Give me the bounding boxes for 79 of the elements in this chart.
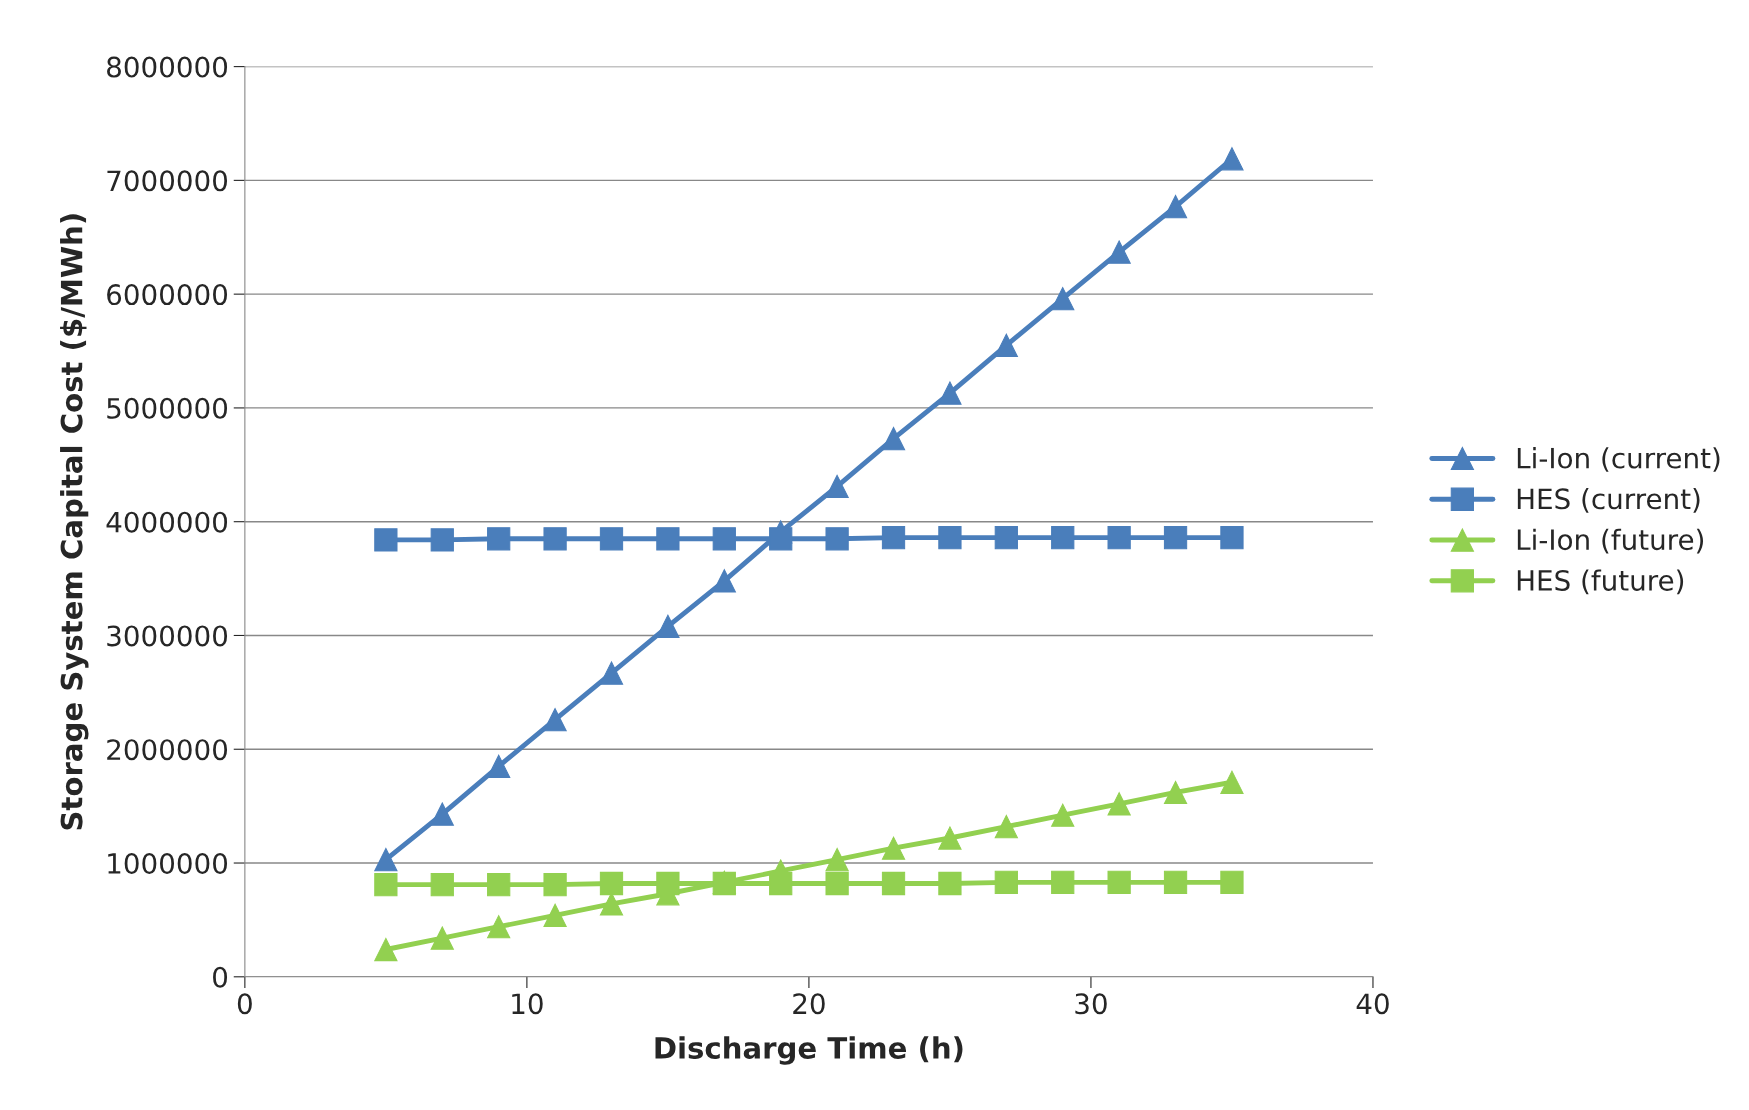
point xyxy=(1051,870,1075,894)
point xyxy=(994,870,1018,894)
y-tick-label: 5000000 xyxy=(107,397,228,419)
point xyxy=(543,708,567,732)
x-axis-title: Discharge Time (h) xyxy=(655,1036,963,1065)
point xyxy=(825,474,849,499)
point xyxy=(1163,780,1188,805)
point xyxy=(769,527,793,551)
point xyxy=(994,526,1018,550)
point xyxy=(1163,526,1188,550)
y-tick-label: 6000000 xyxy=(107,284,228,306)
point xyxy=(938,826,962,850)
point xyxy=(881,836,906,860)
y-tick-label: 7000000 xyxy=(107,170,228,192)
point xyxy=(1220,770,1244,794)
point xyxy=(599,871,624,896)
point xyxy=(825,847,849,872)
x-tick-label: 10 xyxy=(512,993,543,1015)
y-tick-label: 2000000 xyxy=(107,739,228,761)
y-axis-title: Storage System Capital Cost ($/MWh) xyxy=(60,214,89,830)
point xyxy=(881,427,906,451)
point xyxy=(543,873,567,897)
point xyxy=(938,871,962,896)
point xyxy=(938,381,962,405)
point xyxy=(599,892,624,916)
point xyxy=(994,333,1018,357)
point xyxy=(430,873,454,897)
point xyxy=(430,802,454,826)
x-tick-label: 20 xyxy=(793,993,825,1015)
point xyxy=(1051,803,1075,827)
point xyxy=(487,754,511,778)
point xyxy=(1107,792,1131,816)
point xyxy=(881,871,906,896)
point xyxy=(1163,870,1188,894)
y-tick-label: 3000000 xyxy=(107,625,228,647)
point xyxy=(994,814,1018,839)
point xyxy=(825,527,849,551)
point xyxy=(1107,870,1131,894)
point xyxy=(599,527,624,551)
point xyxy=(1163,194,1188,219)
point xyxy=(543,527,567,551)
point xyxy=(656,614,680,638)
point xyxy=(543,903,567,927)
x-tick-label: 0 xyxy=(237,993,252,1015)
point xyxy=(656,871,680,896)
point xyxy=(1220,526,1244,550)
point xyxy=(769,871,793,896)
point xyxy=(656,527,680,551)
point xyxy=(712,527,736,551)
point xyxy=(374,847,398,872)
point xyxy=(430,528,454,552)
point xyxy=(1051,526,1075,550)
legend-label: HES (current) xyxy=(1517,487,1700,513)
y-tick-label: 4000000 xyxy=(106,511,228,533)
y-tick-label: 1000000 xyxy=(108,852,228,874)
point xyxy=(374,937,398,962)
point xyxy=(881,526,906,550)
legend-label: Li-Ion (current) xyxy=(1517,447,1720,472)
point xyxy=(374,528,398,552)
point xyxy=(1220,147,1244,171)
point xyxy=(1051,287,1075,311)
point xyxy=(374,873,398,897)
point xyxy=(1107,240,1131,264)
point xyxy=(825,871,849,896)
y-tick-label: 0 xyxy=(213,966,228,988)
y-tick-label: 8000000 xyxy=(107,56,228,78)
point xyxy=(938,526,962,550)
x-tick-label: 30 xyxy=(1075,993,1107,1015)
legend-label: Li-Ion (future) xyxy=(1517,528,1704,554)
legend-label: HES (future) xyxy=(1517,569,1684,595)
point xyxy=(599,661,624,685)
point xyxy=(1107,526,1131,550)
point xyxy=(487,873,511,897)
point xyxy=(430,926,454,950)
point xyxy=(1220,870,1244,894)
point xyxy=(712,569,736,593)
point xyxy=(487,527,511,551)
point xyxy=(487,915,511,939)
x-tick-label: 40 xyxy=(1356,993,1389,1015)
